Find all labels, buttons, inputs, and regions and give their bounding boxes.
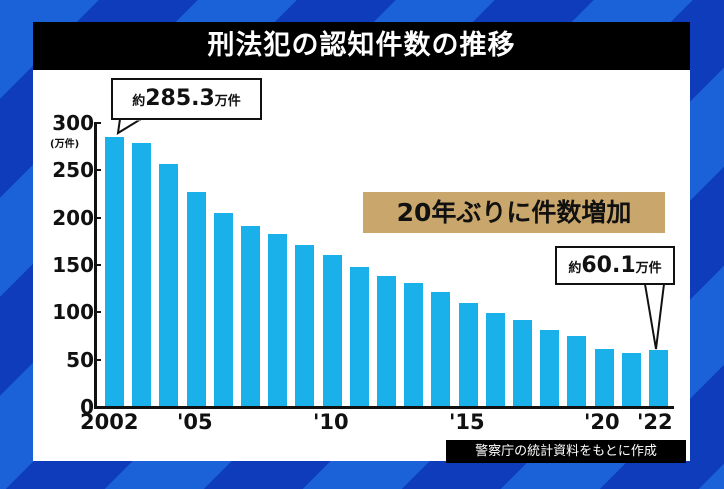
y-axis-unit: (万件) — [50, 139, 80, 150]
callout-unit: 万件 — [635, 261, 662, 276]
bar-2019 — [567, 336, 587, 407]
bar-2021 — [621, 353, 641, 407]
source-caption: 警察庁の統計資料をもとに作成 — [446, 440, 686, 463]
y-tick-label: 300 — [52, 111, 94, 135]
y-tick-label: 0 — [80, 395, 94, 419]
y-axis-labels: 0 50 100 150 200 250 300 — [0, 0, 94, 489]
callout-value: 285.3 — [145, 86, 215, 111]
y-tick-label: 100 — [52, 300, 94, 325]
chart-title: 刑法犯の認知件数の推移 — [33, 22, 690, 70]
y-tick-label: 50 — [66, 347, 94, 372]
y-tick-mark — [94, 216, 101, 219]
bar-2013 — [404, 282, 424, 407]
y-tick-label: 150 — [52, 253, 94, 277]
callout-value: 60.1 — [581, 253, 636, 278]
bar-2003 — [132, 142, 152, 407]
y-tick-mark — [94, 122, 101, 124]
x-axis — [94, 406, 674, 409]
y-tick-mark — [94, 264, 101, 266]
bar-2011 — [349, 266, 369, 407]
bar-2022 — [649, 350, 668, 407]
bar-2007 — [241, 226, 260, 407]
bar-2014 — [431, 292, 451, 407]
x-tick-label: '15 — [449, 410, 485, 434]
callout-prefix: 約 — [568, 261, 582, 276]
y-tick-mark — [94, 358, 101, 361]
bar-2006 — [213, 212, 233, 407]
bar-2009 — [295, 244, 315, 407]
bar-2015 — [458, 302, 478, 407]
y-tick-mark — [94, 169, 101, 172]
y-axis — [94, 123, 97, 409]
y-tick-mark — [94, 406, 101, 408]
bar-2004 — [159, 164, 179, 407]
x-tick-label: '10 — [313, 410, 349, 434]
x-tick-label: 2002 — [80, 410, 139, 434]
y-tick-label: 200 — [52, 205, 94, 230]
callout-last-value: 約 60.1 万件 — [555, 246, 675, 285]
bar-2010 — [322, 255, 342, 407]
x-tick-label: '20 — [584, 410, 620, 434]
y-tick-mark — [94, 311, 101, 314]
callout-unit: 万件 — [214, 94, 241, 109]
callout-prefix: 約 — [132, 94, 146, 109]
bar-2020 — [594, 348, 614, 407]
bar-2005 — [186, 192, 206, 407]
bar-2008 — [268, 234, 288, 407]
bar-2017 — [513, 320, 532, 407]
x-tick-label: '05 — [177, 410, 213, 434]
callout-first-value: 約 285.3 万件 — [111, 78, 262, 120]
bar-2002 — [105, 136, 124, 407]
bar-2016 — [485, 312, 505, 407]
bar-2012 — [377, 276, 396, 407]
bar-2018 — [540, 329, 560, 407]
annotation-increase: 20年ぶりに件数増加 — [363, 192, 665, 233]
x-tick-label: '22 — [637, 410, 673, 434]
y-tick-label: 250 — [52, 158, 94, 183]
